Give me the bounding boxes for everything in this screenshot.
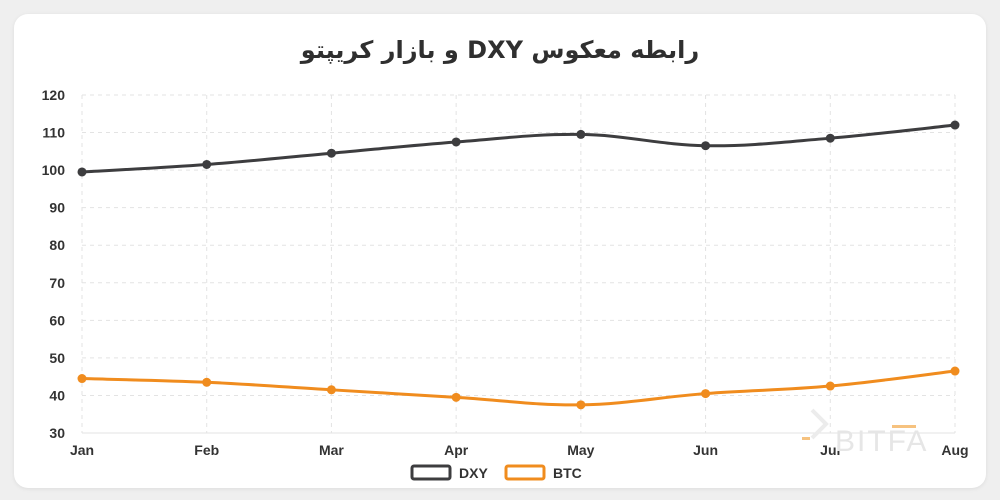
- y-tick-label: 60: [49, 312, 65, 328]
- data-point-dxy: [825, 133, 835, 143]
- x-tick-label: Apr: [444, 442, 469, 458]
- y-axis-ticks: 30 40 50 60 70 80 90 100 110 120: [42, 87, 66, 441]
- x-tick-label: Mar: [319, 442, 344, 458]
- data-point-btc: [202, 377, 212, 387]
- legend-swatch-dxy[interactable]: [410, 464, 452, 481]
- data-point-dxy: [451, 137, 461, 147]
- x-tick-label: Aug: [941, 442, 968, 458]
- series-layer: [77, 120, 960, 410]
- data-point-dxy: [950, 120, 960, 130]
- x-tick-label: Jul: [820, 442, 840, 458]
- data-point-dxy: [576, 129, 586, 139]
- x-axis-ticks: Jan Feb Mar Apr May Jun Jul Aug: [70, 442, 969, 458]
- data-point-btc: [77, 374, 87, 384]
- watermark-logo-icon: [810, 408, 829, 440]
- data-point-btc: [950, 366, 960, 376]
- data-point-btc: [326, 385, 336, 395]
- data-point-btc: [451, 392, 461, 402]
- y-tick-label: 70: [49, 275, 65, 291]
- legend: DXY BTC: [410, 464, 582, 481]
- data-point-btc: [576, 400, 586, 410]
- data-point-dxy: [77, 167, 87, 177]
- grid: [81, 94, 956, 434]
- data-point-dxy: [202, 159, 212, 169]
- y-tick-label: 90: [49, 200, 65, 216]
- data-point-btc: [825, 381, 835, 391]
- y-tick-label: 100: [42, 162, 66, 178]
- x-tick-label: Feb: [194, 442, 219, 458]
- y-tick-label: 110: [42, 125, 65, 141]
- legend-label-dxy[interactable]: DXY: [459, 465, 488, 481]
- y-tick-label: 40: [49, 387, 65, 403]
- watermark-accent-right: [892, 425, 916, 428]
- watermark-text: BITFA: [835, 425, 928, 458]
- legend-label-btc[interactable]: BTC: [553, 465, 582, 481]
- chart-title: رابطه معکوس DXY و بازار کریپتو: [300, 36, 699, 64]
- y-tick-label: 80: [49, 237, 65, 253]
- y-tick-label: 120: [42, 87, 66, 103]
- y-tick-label: 30: [49, 425, 65, 441]
- series-line-btc: [81, 369, 956, 407]
- y-tick-label: 50: [49, 350, 65, 366]
- x-tick-label: May: [567, 442, 594, 458]
- series-line-dxy: [81, 123, 956, 174]
- watermark-accent-left: [802, 437, 810, 440]
- chart-card: [14, 14, 986, 488]
- x-tick-label: Jan: [70, 442, 94, 458]
- legend-swatch-btc[interactable]: [504, 464, 546, 481]
- data-point-btc: [701, 389, 711, 399]
- data-point-dxy: [701, 141, 711, 151]
- x-tick-label: Jun: [693, 442, 718, 458]
- watermark: BITFA: [802, 408, 928, 458]
- data-point-dxy: [326, 148, 336, 158]
